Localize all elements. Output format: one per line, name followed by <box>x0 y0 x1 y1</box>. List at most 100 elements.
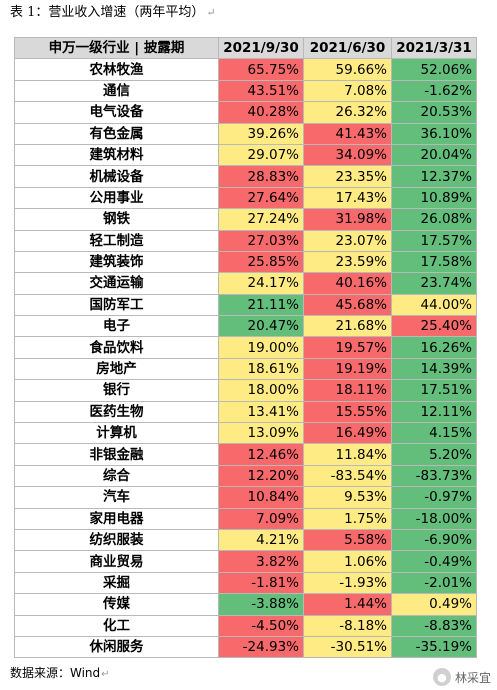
caption-text: 表 1：营业收入增速（两年平均） <box>10 5 205 20</box>
growth-value-cell: 27.24% <box>218 208 304 231</box>
growth-value-cell: -1.81% <box>218 571 304 595</box>
growth-value-cell: 7.08% <box>303 79 392 103</box>
growth-value-cell: 59.66% <box>303 58 392 81</box>
growth-value-cell: 28.83% <box>218 165 304 188</box>
wechat-logo-icon: ● <box>432 668 451 686</box>
growth-value-cell: 19.00% <box>218 336 304 359</box>
source-text: 数据来源：Wind <box>10 666 101 680</box>
growth-value-cell: 17.58% <box>391 250 477 274</box>
growth-value-cell: 7.09% <box>218 507 304 530</box>
growth-value-cell: -4.50% <box>218 614 304 637</box>
growth-value-cell: 4.21% <box>218 528 304 552</box>
growth-value-cell: 43.51% <box>218 79 304 103</box>
table-row: 传媒 -3.88% 1.44% 0.49% <box>14 593 477 616</box>
growth-value-cell: 18.11% <box>303 379 392 402</box>
header-industry: 申万一级行业 | 披露期 <box>14 36 219 60</box>
growth-value-cell: 20.53% <box>391 101 477 124</box>
growth-value-cell: 29.07% <box>218 143 304 167</box>
growth-value-cell: -8.83% <box>391 614 477 637</box>
industry-name-cell: 电气设备 <box>14 101 219 124</box>
industry-name-cell: 纺织服装 <box>14 528 219 552</box>
industry-name-cell: 建筑材料 <box>14 143 219 167</box>
table-row: 休闲服务 -24.93% -30.51% -35.19% <box>14 635 477 659</box>
growth-value-cell: 9.53% <box>303 486 392 509</box>
growth-value-cell: 27.64% <box>218 186 304 210</box>
growth-value-cell: -1.62% <box>391 79 477 103</box>
growth-value-cell: 23.35% <box>303 165 392 188</box>
growth-value-cell: 41.43% <box>303 122 392 145</box>
growth-value-cell: 25.85% <box>218 250 304 274</box>
industry-name-cell: 机械设备 <box>14 165 219 188</box>
growth-value-cell: 17.57% <box>391 229 477 252</box>
table-row: 农林牧渔 65.75% 59.66% 52.06% <box>14 58 477 81</box>
growth-value-cell: 15.55% <box>303 400 392 424</box>
growth-value-cell: 12.11% <box>391 400 477 424</box>
growth-value-cell: 12.46% <box>218 443 304 466</box>
growth-value-cell: 1.75% <box>303 507 392 530</box>
industry-name-cell: 采掘 <box>14 571 219 595</box>
growth-value-cell: 16.26% <box>391 336 477 359</box>
watermark-text: 林采宜 <box>454 670 491 685</box>
growth-value-cell: 5.58% <box>303 528 392 552</box>
table-row: 交通运输 24.17% 40.16% 23.74% <box>14 272 477 295</box>
table-row: 建筑装饰 25.85% 23.59% 17.58% <box>14 250 477 274</box>
growth-value-cell: 65.75% <box>218 58 304 81</box>
growth-value-cell: -24.93% <box>218 635 304 659</box>
industry-name-cell: 休闲服务 <box>14 635 219 659</box>
growth-value-cell: 13.09% <box>218 422 304 445</box>
paragraph-mark-icon: ↵ <box>206 6 216 19</box>
data-source-note: 数据来源：Wind↵ <box>10 664 110 684</box>
industry-name-cell: 交通运输 <box>14 272 219 295</box>
industry-name-cell: 化工 <box>14 614 219 637</box>
growth-value-cell: 19.57% <box>303 336 392 359</box>
growth-value-cell: 21.11% <box>218 293 304 317</box>
growth-value-cell: 1.06% <box>303 550 392 573</box>
industry-name-cell: 国防军工 <box>14 293 219 317</box>
growth-value-cell: 16.49% <box>303 422 392 445</box>
industry-name-cell: 家用电器 <box>14 507 219 530</box>
growth-value-cell: 20.47% <box>218 315 304 338</box>
industry-name-cell: 商业贸易 <box>14 550 219 573</box>
industry-name-cell: 计算机 <box>14 422 219 445</box>
table-row: 医药生物 13.41% 15.55% 12.11% <box>14 400 477 424</box>
growth-value-cell: 14.39% <box>391 357 477 381</box>
table-row: 银行 18.00% 18.11% 17.51% <box>14 379 477 402</box>
growth-value-cell: 23.74% <box>391 272 477 295</box>
industry-name-cell: 电子 <box>14 315 219 338</box>
growth-value-cell: -8.18% <box>303 614 392 637</box>
industry-name-cell: 通信 <box>14 79 219 103</box>
table-caption: 表 1：营业收入增速（两年平均） ↵ <box>10 4 216 22</box>
growth-value-cell: 40.28% <box>218 101 304 124</box>
table-row: 国防军工 21.11% 45.68% 44.00% <box>14 293 477 317</box>
industry-name-cell: 医药生物 <box>14 400 219 424</box>
revenue-growth-table: 申万一级行业 | 披露期 2021/9/30 2021/6/30 2021/3/… <box>14 36 477 659</box>
growth-value-cell: 10.84% <box>218 486 304 509</box>
industry-name-cell: 公用事业 <box>14 186 219 210</box>
growth-value-cell: 31.98% <box>303 208 392 231</box>
growth-value-cell: 23.07% <box>303 229 392 252</box>
table-row: 电气设备 40.28% 26.32% 20.53% <box>14 101 477 124</box>
growth-value-cell: -30.51% <box>303 635 392 659</box>
growth-value-cell: -35.19% <box>391 635 477 659</box>
growth-value-cell: 36.10% <box>391 122 477 145</box>
industry-name-cell: 轻工制造 <box>14 229 219 252</box>
table-row: 纺织服装 4.21% 5.58% -6.90% <box>14 528 477 552</box>
industry-name-cell: 汽车 <box>14 486 219 509</box>
growth-value-cell: 25.40% <box>391 315 477 338</box>
table-row: 汽车 10.84% 9.53% -0.97% <box>14 486 477 509</box>
growth-value-cell: 45.68% <box>303 293 392 317</box>
growth-value-cell: 4.15% <box>391 422 477 445</box>
table-row: 机械设备 28.83% 23.35% 12.37% <box>14 165 477 188</box>
growth-value-cell: -18.00% <box>391 507 477 530</box>
industry-name-cell: 钢铁 <box>14 208 219 231</box>
growth-value-cell: -3.88% <box>218 593 304 616</box>
table-row: 综合 12.20% -83.54% -83.73% <box>14 464 477 488</box>
industry-name-cell: 食品饮料 <box>14 336 219 359</box>
industry-name-cell: 非银金融 <box>14 443 219 466</box>
table-row: 建筑材料 29.07% 34.09% 20.04% <box>14 143 477 167</box>
growth-value-cell: 39.26% <box>218 122 304 145</box>
growth-value-cell: 1.44% <box>303 593 392 616</box>
growth-value-cell: 12.20% <box>218 464 304 488</box>
growth-value-cell: 12.37% <box>391 165 477 188</box>
table-row: 计算机 13.09% 16.49% 4.15% <box>14 422 477 445</box>
